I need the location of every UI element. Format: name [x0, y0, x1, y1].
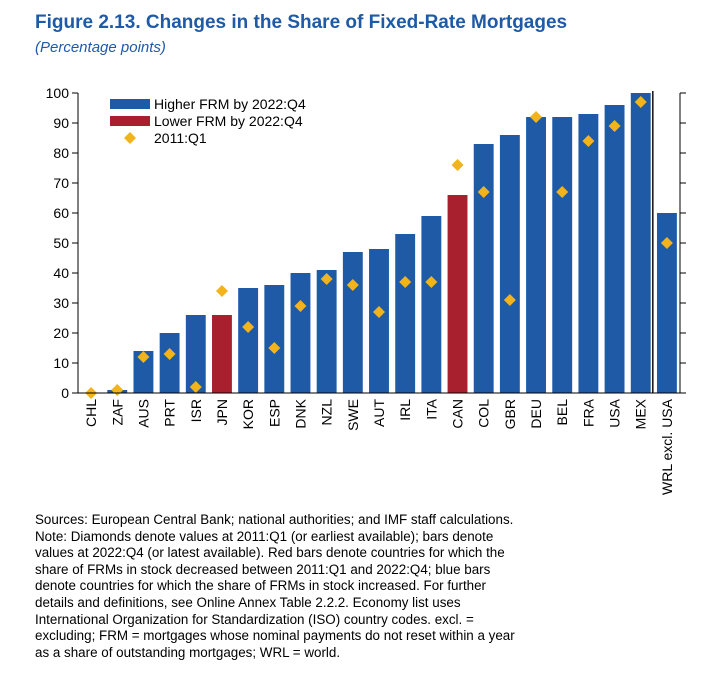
diamond-marker: [556, 186, 569, 198]
notes-line: Sources: European Central Bank; national…: [35, 512, 514, 527]
y-tick-label: 80: [53, 145, 69, 161]
legend-swatch-higher: [110, 99, 150, 109]
figure-title: Figure 2.13. Changes in the Share of Fix…: [35, 12, 568, 33]
diamond-marker: [320, 273, 333, 285]
x-tick-label: IRL: [397, 399, 413, 421]
y-tick-label: 20: [53, 325, 69, 341]
x-tick-label: ISR: [188, 399, 204, 422]
x-tick-label: KOR: [240, 399, 256, 429]
bar-kor: [238, 288, 259, 393]
legend-marker-diamond: [124, 132, 136, 144]
x-tick-label: JPN: [214, 399, 230, 425]
diamond-marker: [530, 111, 543, 123]
notes-line: International Organization for Standardi…: [35, 611, 474, 627]
x-tick-label: PRT: [162, 399, 178, 427]
y-tick-label: 60: [53, 205, 69, 221]
bar-aut: [369, 249, 389, 393]
diamond-marker: [477, 186, 490, 198]
x-tick-label: ESP: [266, 399, 282, 427]
bar-can: [447, 195, 468, 393]
bar-esp: [264, 285, 285, 393]
y-tick-label: 50: [53, 235, 69, 251]
bar-ita: [421, 216, 442, 393]
bar-fra: [578, 114, 599, 393]
diamond-marker: [137, 351, 150, 363]
diamond-marker: [608, 120, 621, 132]
x-tick-label: ITA: [423, 398, 439, 419]
diamond-marker: [399, 276, 412, 288]
diamond-marker: [294, 300, 307, 312]
bar-irl: [395, 234, 416, 393]
x-tick-label: COL: [476, 399, 492, 428]
bar-isr: [185, 315, 206, 393]
x-tick-label: DNK: [292, 398, 308, 428]
bar-deu: [526, 117, 546, 393]
figure-subtitle: (Percentage points): [35, 39, 166, 56]
bar-gbr: [499, 135, 520, 393]
bar-chart: 0 10 20 30 40 50 60 70 80 90 100 CHL ZAF AUS PRT ISR JPN…: [46, 85, 686, 495]
bar-jpn: [212, 315, 232, 393]
legend-label-diamond: 2011:Q1: [154, 130, 207, 146]
diamond-marker: [373, 306, 385, 318]
x-tick-label: GBR: [502, 399, 518, 429]
bar-wrl-excl-usa: [656, 213, 677, 393]
notes-line: share of FRMs in stock decreased between…: [35, 561, 491, 577]
diamond-marker: [242, 321, 255, 333]
x-tick-label: FRA: [580, 398, 596, 427]
y-tick-label: 90: [53, 115, 69, 131]
y-tick-label: 30: [53, 295, 69, 311]
bar-nzl: [316, 270, 337, 393]
bar-swe: [342, 252, 363, 393]
y-tick-label: 40: [53, 265, 69, 281]
notes-line: denote countries for which the share of …: [35, 578, 487, 594]
diamond-marker: [268, 342, 281, 354]
diamond-marker: [582, 135, 595, 147]
x-tick-label: BEL: [554, 399, 570, 426]
notes-line: values at 2022:Q4 (or latest available).…: [35, 545, 505, 561]
diamond-marker: [451, 159, 464, 171]
bar-aus: [133, 351, 154, 393]
x-tick-label: AUS: [135, 399, 151, 428]
diamond-marker: [503, 294, 516, 306]
x-tick-label: NZL: [319, 399, 335, 426]
diamond-marker: [634, 96, 647, 108]
diamond-marker: [425, 276, 438, 288]
x-tick-label: CAN: [450, 399, 466, 429]
bar-col: [473, 144, 494, 393]
diamond-marker: [189, 381, 202, 393]
notes-line: excluding; FRM = mortgages whose nominal…: [35, 628, 515, 644]
x-tick-label: WRL excl. USA: [659, 398, 675, 495]
diamond-marker: [215, 285, 228, 297]
legend-swatch-lower: [110, 116, 150, 126]
figure-notes: Sources: European Central Bank; national…: [35, 512, 690, 661]
diamond-marker: [111, 384, 124, 396]
y-tick-label: 10: [53, 355, 69, 371]
notes-line: details and definitions, see Online Anne…: [35, 594, 461, 610]
y-tick-label: 70: [53, 175, 69, 191]
notes-line: as a share of outstanding mortgages; WRL…: [35, 644, 341, 660]
y-tick-label: 0: [61, 385, 69, 401]
x-tick-label: MEX: [633, 398, 649, 429]
bar-usa: [604, 105, 625, 393]
x-tick-label: ZAF: [109, 399, 125, 425]
x-tick-label: AUT: [371, 399, 387, 427]
legend-label-higher: Higher FRM by 2022:Q4: [154, 96, 306, 112]
x-tick-label: DEU: [528, 399, 544, 429]
x-tick-label: CHL: [83, 399, 99, 427]
diamond-marker: [163, 348, 176, 360]
legend-label-lower: Lower FRM by 2022:Q4: [154, 113, 303, 129]
bar-mex: [630, 93, 651, 393]
diamond-marker: [346, 279, 359, 291]
y-tick-label: 100: [46, 85, 70, 101]
bar-prt: [159, 333, 180, 393]
bar-bel: [552, 117, 573, 393]
x-tick-label: USA: [607, 398, 623, 427]
bar-dnk: [290, 273, 311, 393]
diamond-marker: [660, 237, 673, 249]
notes-line: Note: Diamonds denote values at 2011:Q1 …: [35, 528, 494, 544]
x-tick-label: SWE: [345, 399, 361, 431]
